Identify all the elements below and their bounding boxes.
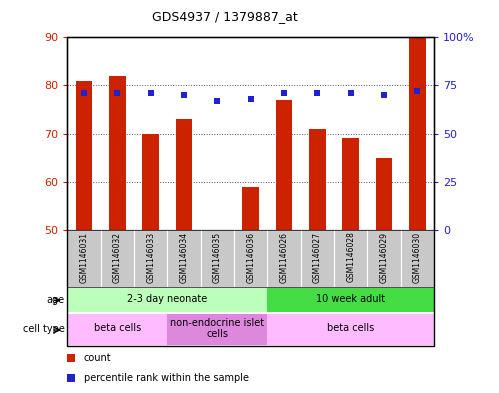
- Text: count: count: [84, 353, 111, 364]
- Text: 10 week adult: 10 week adult: [316, 294, 385, 304]
- Bar: [109, 76, 126, 230]
- Bar: [276, 100, 292, 230]
- Text: GSM1146034: GSM1146034: [180, 231, 189, 283]
- Text: GSM1146035: GSM1146035: [213, 231, 222, 283]
- Bar: [243, 187, 259, 230]
- Bar: [309, 129, 326, 230]
- Text: GSM1146028: GSM1146028: [346, 231, 355, 283]
- Bar: [267, 314, 434, 344]
- Text: GSM1146033: GSM1146033: [146, 231, 155, 283]
- Text: GSM1146036: GSM1146036: [246, 231, 255, 283]
- Bar: [142, 134, 159, 230]
- Bar: [67, 314, 167, 344]
- Bar: [267, 288, 434, 311]
- Text: GSM1146031: GSM1146031: [79, 231, 88, 283]
- Text: beta cells: beta cells: [327, 323, 374, 334]
- Text: 2-3 day neonate: 2-3 day neonate: [127, 294, 208, 304]
- Text: GSM1146027: GSM1146027: [313, 231, 322, 283]
- Text: percentile rank within the sample: percentile rank within the sample: [84, 373, 249, 384]
- Text: GSM1146032: GSM1146032: [113, 231, 122, 283]
- Bar: [342, 138, 359, 230]
- Text: beta cells: beta cells: [94, 323, 141, 334]
- Text: GSM1146030: GSM1146030: [413, 231, 422, 283]
- Bar: [376, 158, 392, 230]
- Bar: [176, 119, 193, 230]
- Text: GSM1146026: GSM1146026: [279, 231, 288, 283]
- Text: age: age: [47, 295, 65, 305]
- Bar: [67, 288, 267, 311]
- Text: cell type: cell type: [23, 324, 65, 334]
- Bar: [167, 314, 267, 344]
- Text: GDS4937 / 1379887_at: GDS4937 / 1379887_at: [152, 10, 297, 23]
- Text: non-endocrine islet
cells: non-endocrine islet cells: [170, 318, 264, 339]
- Bar: [76, 81, 92, 230]
- Text: GSM1146029: GSM1146029: [380, 231, 389, 283]
- Bar: [409, 37, 426, 230]
